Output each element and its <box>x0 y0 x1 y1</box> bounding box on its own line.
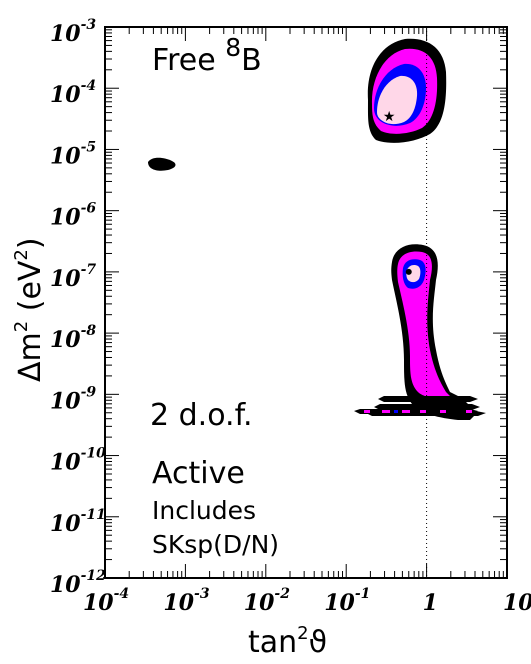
best-fit-dot <box>451 409 458 416</box>
y-tick-label: 10-7 <box>50 262 96 292</box>
y-tick-label: 10-3 <box>50 17 96 47</box>
y-tick-label: 10-9 <box>50 384 96 414</box>
vac-strand-bottom <box>354 409 478 414</box>
x-tick-label: 10-1 <box>324 586 370 616</box>
axis-ticks <box>104 26 508 579</box>
y-tick-label: 10-6 <box>50 201 96 231</box>
y-tick-label: 10-12 <box>50 568 106 598</box>
annotation-includes: Includes <box>152 496 256 525</box>
y-tick-label: 10-11 <box>50 507 106 537</box>
plot-frame <box>104 26 508 579</box>
annotation-dof: 2 d.o.f. <box>150 398 252 433</box>
y-tick-label: 10-10 <box>50 446 106 476</box>
x-tick-label: 10-3 <box>163 586 209 616</box>
x-tick-label: 10-4 <box>83 586 129 616</box>
vac-dots <box>364 410 472 413</box>
annotation-sksp: SKsp(D/N) <box>152 530 279 559</box>
contour-regions <box>148 38 486 420</box>
y-tick-labels: 10-3 10-4 10-5 10-6 10-7 10-8 10-9 10-10 10-11 10… <box>50 17 106 598</box>
best-fit-markers: ★ <box>383 109 458 416</box>
y-tick-label: 10-5 <box>50 139 96 169</box>
best-fit-dot <box>405 268 412 275</box>
annotation-free-8b: Free 8B <box>152 33 262 78</box>
best-fit-star: ★ <box>383 109 396 125</box>
x-tick-labels: 10-4 10-3 10-2 10-1 1 10. <box>83 586 531 616</box>
x-tick-label: 10-2 <box>244 586 290 616</box>
x-tick-label: 1 <box>423 590 438 616</box>
x-axis-title: tan2ϑ <box>248 623 327 660</box>
y-tick-label: 10-8 <box>50 323 96 353</box>
y-tick-label: 10-4 <box>50 78 96 108</box>
y-axis-title: Δm2 (eV2) <box>11 237 48 382</box>
small-region <box>148 157 176 171</box>
lma-region-level1 <box>377 75 418 125</box>
x-tick-label: 10. <box>503 590 531 616</box>
annotation-active: Active <box>152 456 245 491</box>
